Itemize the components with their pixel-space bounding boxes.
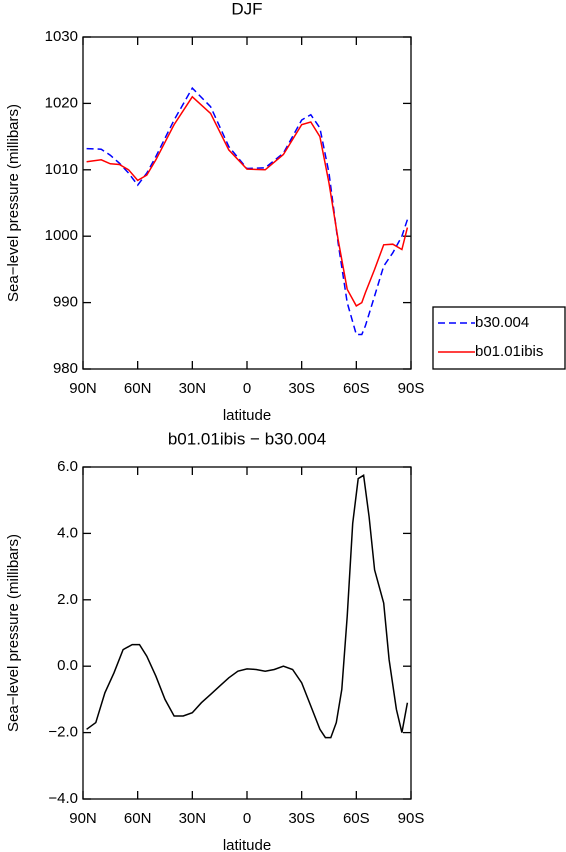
x-tick-label: 30S — [288, 810, 315, 827]
y-tick-label: −2.0 — [48, 724, 78, 741]
x-tick-label: 90S — [398, 380, 425, 397]
x-axis-label: latitude — [223, 407, 271, 424]
x-tick-label: 0 — [243, 810, 251, 827]
y-tick-label: 2.0 — [57, 591, 78, 608]
plot-frame — [82, 466, 412, 800]
x-tick-label: 30N — [179, 380, 207, 397]
x-tick-label: 60N — [124, 810, 152, 827]
x-axis-label: latitude — [223, 837, 271, 852]
y-tick-label: 980 — [53, 360, 78, 377]
y-tick-label: 1010 — [45, 161, 78, 178]
legend-box — [432, 306, 566, 370]
x-tick-label: 90S — [398, 810, 425, 827]
y-tick-label: 990 — [53, 294, 78, 311]
x-tick-label: 0 — [243, 380, 251, 397]
legend-label: b01.01ibis — [475, 343, 543, 360]
legend-label: b30.004 — [475, 314, 529, 331]
chart-title: b01.01ibis − b30.004 — [168, 429, 326, 448]
y-tick-label: 4.0 — [57, 524, 78, 541]
x-tick-label: 60S — [343, 380, 370, 397]
x-tick-label: 30N — [179, 810, 207, 827]
x-tick-label: 30S — [288, 380, 315, 397]
y-axis-label: Sea−level pressure (millibars) — [5, 534, 22, 732]
data-line — [86, 95, 409, 307]
y-tick-label: 6.0 — [57, 458, 78, 475]
plot-frame — [82, 36, 412, 370]
y-axis-label: Sea−level pressure (millibars) — [5, 104, 22, 302]
y-tick-label: 1020 — [45, 94, 78, 111]
data-line — [86, 474, 409, 739]
data-line — [86, 86, 409, 336]
x-tick-label: 90N — [69, 810, 97, 827]
x-tick-label: 60S — [343, 810, 370, 827]
x-tick-label: 90N — [69, 380, 97, 397]
y-tick-label: −4.0 — [48, 790, 78, 807]
y-tick-label: 0.0 — [57, 657, 78, 674]
y-tick-label: 1030 — [45, 28, 78, 45]
chart-title: DJF — [231, 0, 262, 18]
y-tick-label: 1000 — [45, 227, 78, 244]
x-tick-label: 60N — [124, 380, 152, 397]
